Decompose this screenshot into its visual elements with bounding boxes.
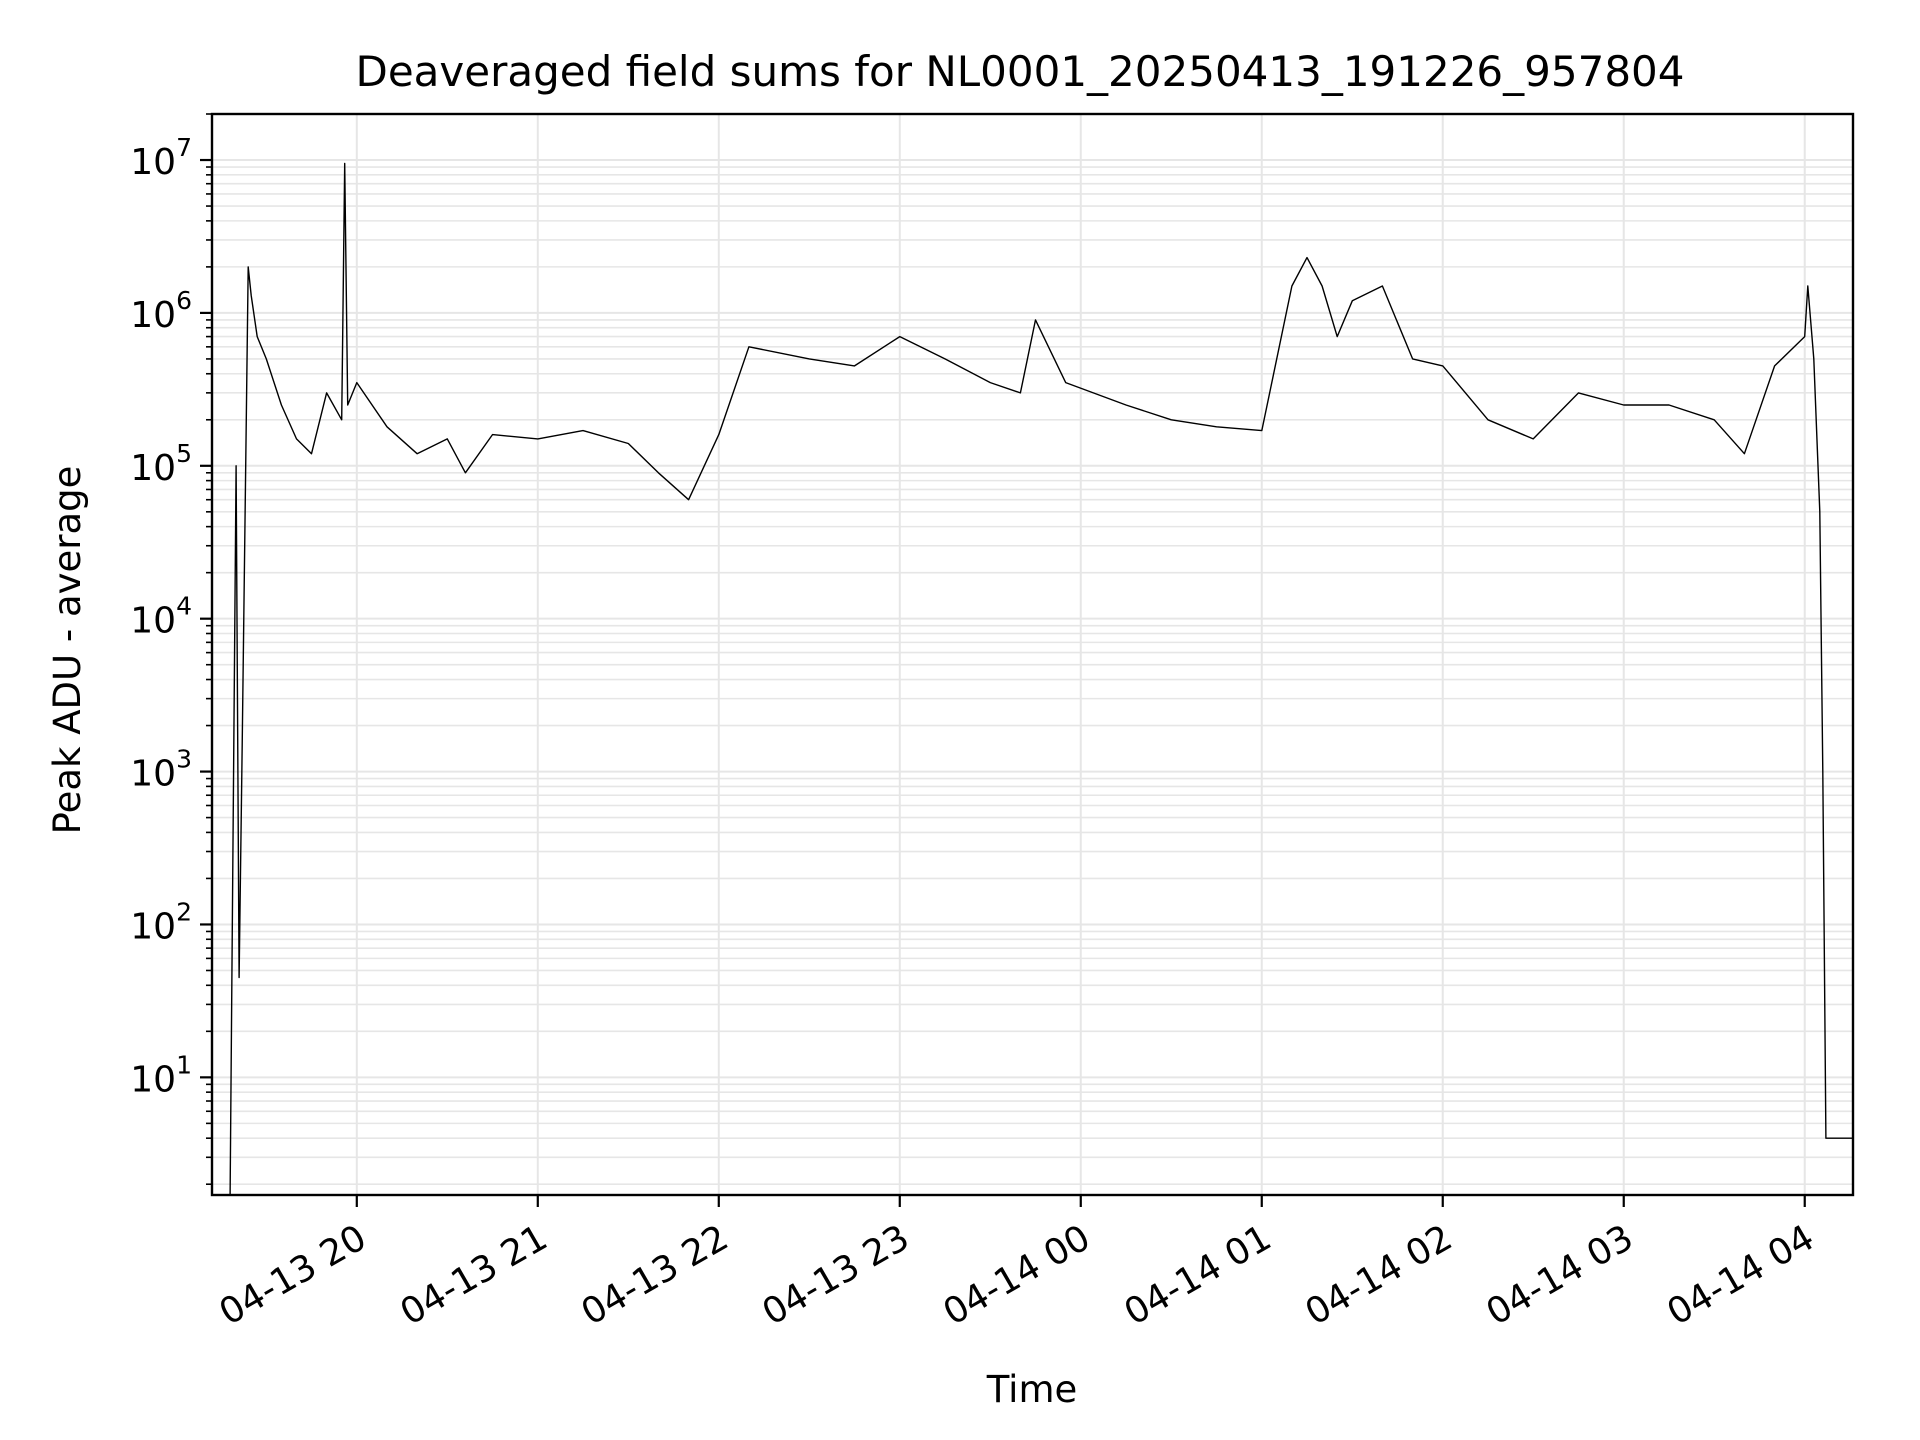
y-axis: 101 102 103 104 105 106 107 bbox=[130, 133, 212, 1100]
y-tick-label: 105 bbox=[130, 439, 192, 489]
y-axis-label: Peak ADU - average bbox=[46, 466, 89, 835]
plot-frame bbox=[210, 112, 1855, 1197]
y-tick-label: 103 bbox=[130, 745, 192, 795]
chart-title: Deaveraged field sums for NL0001_2025041… bbox=[356, 47, 1685, 96]
x-tick-label: 04-14 01 bbox=[1118, 1217, 1279, 1333]
x-tick-label: 04-14 00 bbox=[937, 1217, 1098, 1333]
x-axis: 04-13 20 04-13 21 04-13 22 04-13 23 04-14 00… bbox=[213, 1195, 1822, 1334]
y-tick-label: 102 bbox=[130, 897, 192, 947]
y-tick-label: 107 bbox=[130, 133, 192, 183]
x-tick-label: 04-13 23 bbox=[756, 1217, 917, 1333]
x-tick-label: 04-13 22 bbox=[575, 1217, 736, 1333]
x-tick-label: 04-14 02 bbox=[1299, 1217, 1460, 1333]
y-tick-label: 104 bbox=[130, 592, 192, 642]
y-tick-label: 101 bbox=[130, 1050, 192, 1100]
x-tick-label: 04-14 03 bbox=[1480, 1217, 1641, 1333]
y-tick-label: 106 bbox=[130, 286, 192, 336]
x-axis-label: Time bbox=[986, 1368, 1078, 1411]
x-tick-label: 04-13 21 bbox=[394, 1217, 555, 1333]
series-line bbox=[229, 162, 1853, 1196]
grid-lines bbox=[206, 113, 1853, 1195]
x-tick-label: 04-13 20 bbox=[213, 1217, 374, 1333]
x-tick-label: 04-14 04 bbox=[1661, 1217, 1822, 1333]
